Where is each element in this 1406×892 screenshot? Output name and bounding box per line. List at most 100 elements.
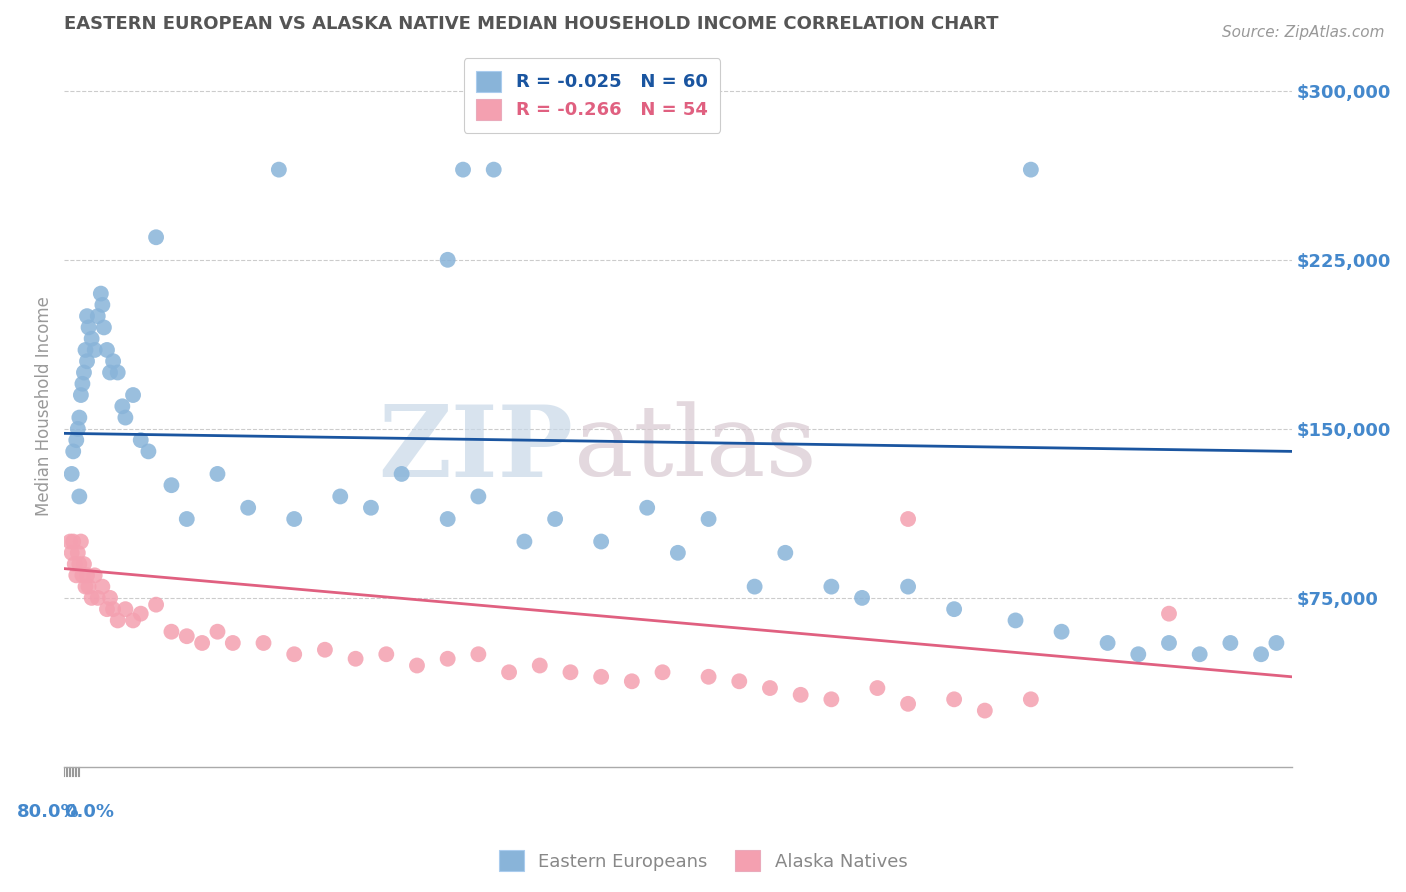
Text: Source: ZipAtlas.com: Source: ZipAtlas.com bbox=[1222, 25, 1385, 40]
Y-axis label: Median Household Income: Median Household Income bbox=[35, 296, 53, 516]
Point bbox=[697, 670, 720, 684]
Point bbox=[70, 534, 93, 549]
Point bbox=[1050, 624, 1073, 639]
Point bbox=[329, 490, 352, 504]
Point bbox=[80, 332, 103, 346]
Point bbox=[1019, 692, 1042, 706]
Point bbox=[114, 602, 136, 616]
Point bbox=[67, 410, 90, 425]
Point bbox=[83, 568, 105, 582]
Text: 80.0%: 80.0% bbox=[17, 804, 79, 822]
Point bbox=[360, 500, 382, 515]
Point bbox=[62, 534, 84, 549]
Point bbox=[70, 388, 93, 402]
Point bbox=[1004, 614, 1026, 628]
Point bbox=[191, 636, 214, 650]
Point bbox=[107, 614, 129, 628]
Point bbox=[207, 624, 229, 639]
Point bbox=[59, 534, 82, 549]
Point bbox=[65, 568, 87, 582]
Point bbox=[73, 557, 96, 571]
Point bbox=[436, 652, 458, 666]
Point bbox=[65, 433, 87, 447]
Point bbox=[529, 658, 551, 673]
Point bbox=[651, 665, 673, 680]
Point bbox=[90, 286, 112, 301]
Point bbox=[897, 697, 920, 711]
Point bbox=[591, 670, 613, 684]
Point bbox=[238, 500, 260, 515]
Point bbox=[498, 665, 520, 680]
Point bbox=[314, 642, 336, 657]
Point bbox=[76, 568, 98, 582]
Point bbox=[451, 162, 474, 177]
Point bbox=[1265, 636, 1288, 650]
Point bbox=[122, 388, 145, 402]
Point bbox=[176, 629, 198, 643]
Point bbox=[513, 534, 536, 549]
Point bbox=[67, 557, 90, 571]
Point bbox=[87, 309, 110, 323]
Point bbox=[436, 252, 458, 267]
Text: 0.0%: 0.0% bbox=[65, 804, 114, 822]
Point bbox=[820, 692, 842, 706]
Point bbox=[83, 343, 105, 357]
Point bbox=[80, 591, 103, 605]
Point bbox=[67, 490, 90, 504]
Point bbox=[620, 674, 643, 689]
Point bbox=[77, 580, 100, 594]
Legend: R = -0.025   N = 60, R = -0.266   N = 54: R = -0.025 N = 60, R = -0.266 N = 54 bbox=[464, 58, 720, 133]
Point bbox=[73, 366, 96, 380]
Point bbox=[591, 534, 613, 549]
Point bbox=[406, 658, 429, 673]
Point bbox=[96, 602, 118, 616]
Point bbox=[267, 162, 290, 177]
Point bbox=[98, 591, 121, 605]
Point bbox=[897, 512, 920, 526]
Point bbox=[129, 433, 152, 447]
Point bbox=[467, 647, 489, 661]
Point bbox=[697, 512, 720, 526]
Point bbox=[98, 366, 121, 380]
Point bbox=[666, 546, 689, 560]
Point bbox=[866, 681, 889, 695]
Point bbox=[160, 624, 183, 639]
Point bbox=[96, 343, 118, 357]
Point bbox=[176, 512, 198, 526]
Point bbox=[375, 647, 398, 661]
Point bbox=[101, 354, 124, 368]
Point bbox=[62, 444, 84, 458]
Point bbox=[60, 467, 83, 481]
Point bbox=[283, 512, 305, 526]
Point bbox=[344, 652, 367, 666]
Point bbox=[138, 444, 160, 458]
Point bbox=[87, 591, 110, 605]
Point bbox=[789, 688, 811, 702]
Point bbox=[101, 602, 124, 616]
Point bbox=[252, 636, 274, 650]
Point bbox=[76, 309, 98, 323]
Point bbox=[820, 580, 842, 594]
Point bbox=[129, 607, 152, 621]
Point bbox=[72, 568, 94, 582]
Point bbox=[222, 636, 245, 650]
Point bbox=[145, 598, 167, 612]
Point bbox=[72, 376, 94, 391]
Point bbox=[943, 692, 966, 706]
Point bbox=[1219, 636, 1241, 650]
Point bbox=[544, 512, 567, 526]
Point bbox=[77, 320, 100, 334]
Point bbox=[391, 467, 413, 481]
Point bbox=[145, 230, 167, 244]
Point bbox=[482, 162, 505, 177]
Point bbox=[66, 546, 89, 560]
Text: atlas: atlas bbox=[574, 401, 817, 498]
Point bbox=[1128, 647, 1150, 661]
Point bbox=[759, 681, 782, 695]
Text: ZIP: ZIP bbox=[378, 401, 574, 498]
Point bbox=[107, 366, 129, 380]
Point bbox=[973, 704, 995, 718]
Point bbox=[93, 320, 115, 334]
Point bbox=[775, 546, 797, 560]
Point bbox=[91, 580, 114, 594]
